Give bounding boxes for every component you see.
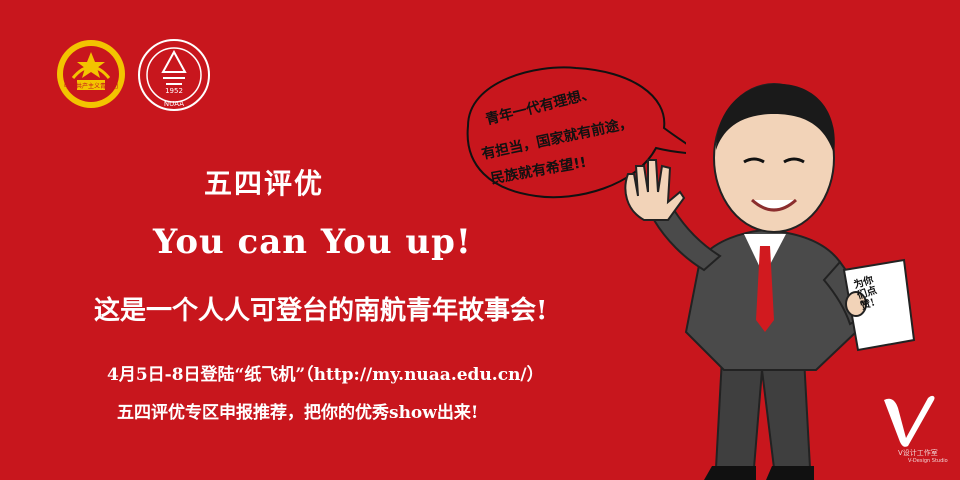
info-line[interactable]: 4月5日-8日登陆“纸飞机”（http://my.nuaa.edu.cn/） xyxy=(107,365,544,385)
studio-name: V设计工作室 xyxy=(898,449,938,457)
studio-subtitle: V-Design Studio xyxy=(908,458,948,464)
studio-logo xyxy=(884,395,935,447)
youth-league-logo-text: 中国共产主义青年团 xyxy=(64,82,118,90)
nuaa-logo: 1952 NUAA xyxy=(138,39,210,111)
caricature-figure xyxy=(624,83,916,480)
nuaa-logo-abbr: NUAA xyxy=(164,100,184,108)
poster-slogan: You can You up! xyxy=(153,222,472,262)
poster-title: 五四评优 xyxy=(204,167,325,200)
youth-league-logo: 中国共产主义青年团 xyxy=(57,40,125,108)
info-line-2: 五四评优专区申报推荐，把你的优秀show出来! xyxy=(117,403,479,423)
speech-bubble xyxy=(466,66,686,199)
poster-tagline: 这是一个人人可登台的南航青年故事会! xyxy=(94,296,548,326)
nuaa-logo-year: 1952 xyxy=(165,87,183,95)
